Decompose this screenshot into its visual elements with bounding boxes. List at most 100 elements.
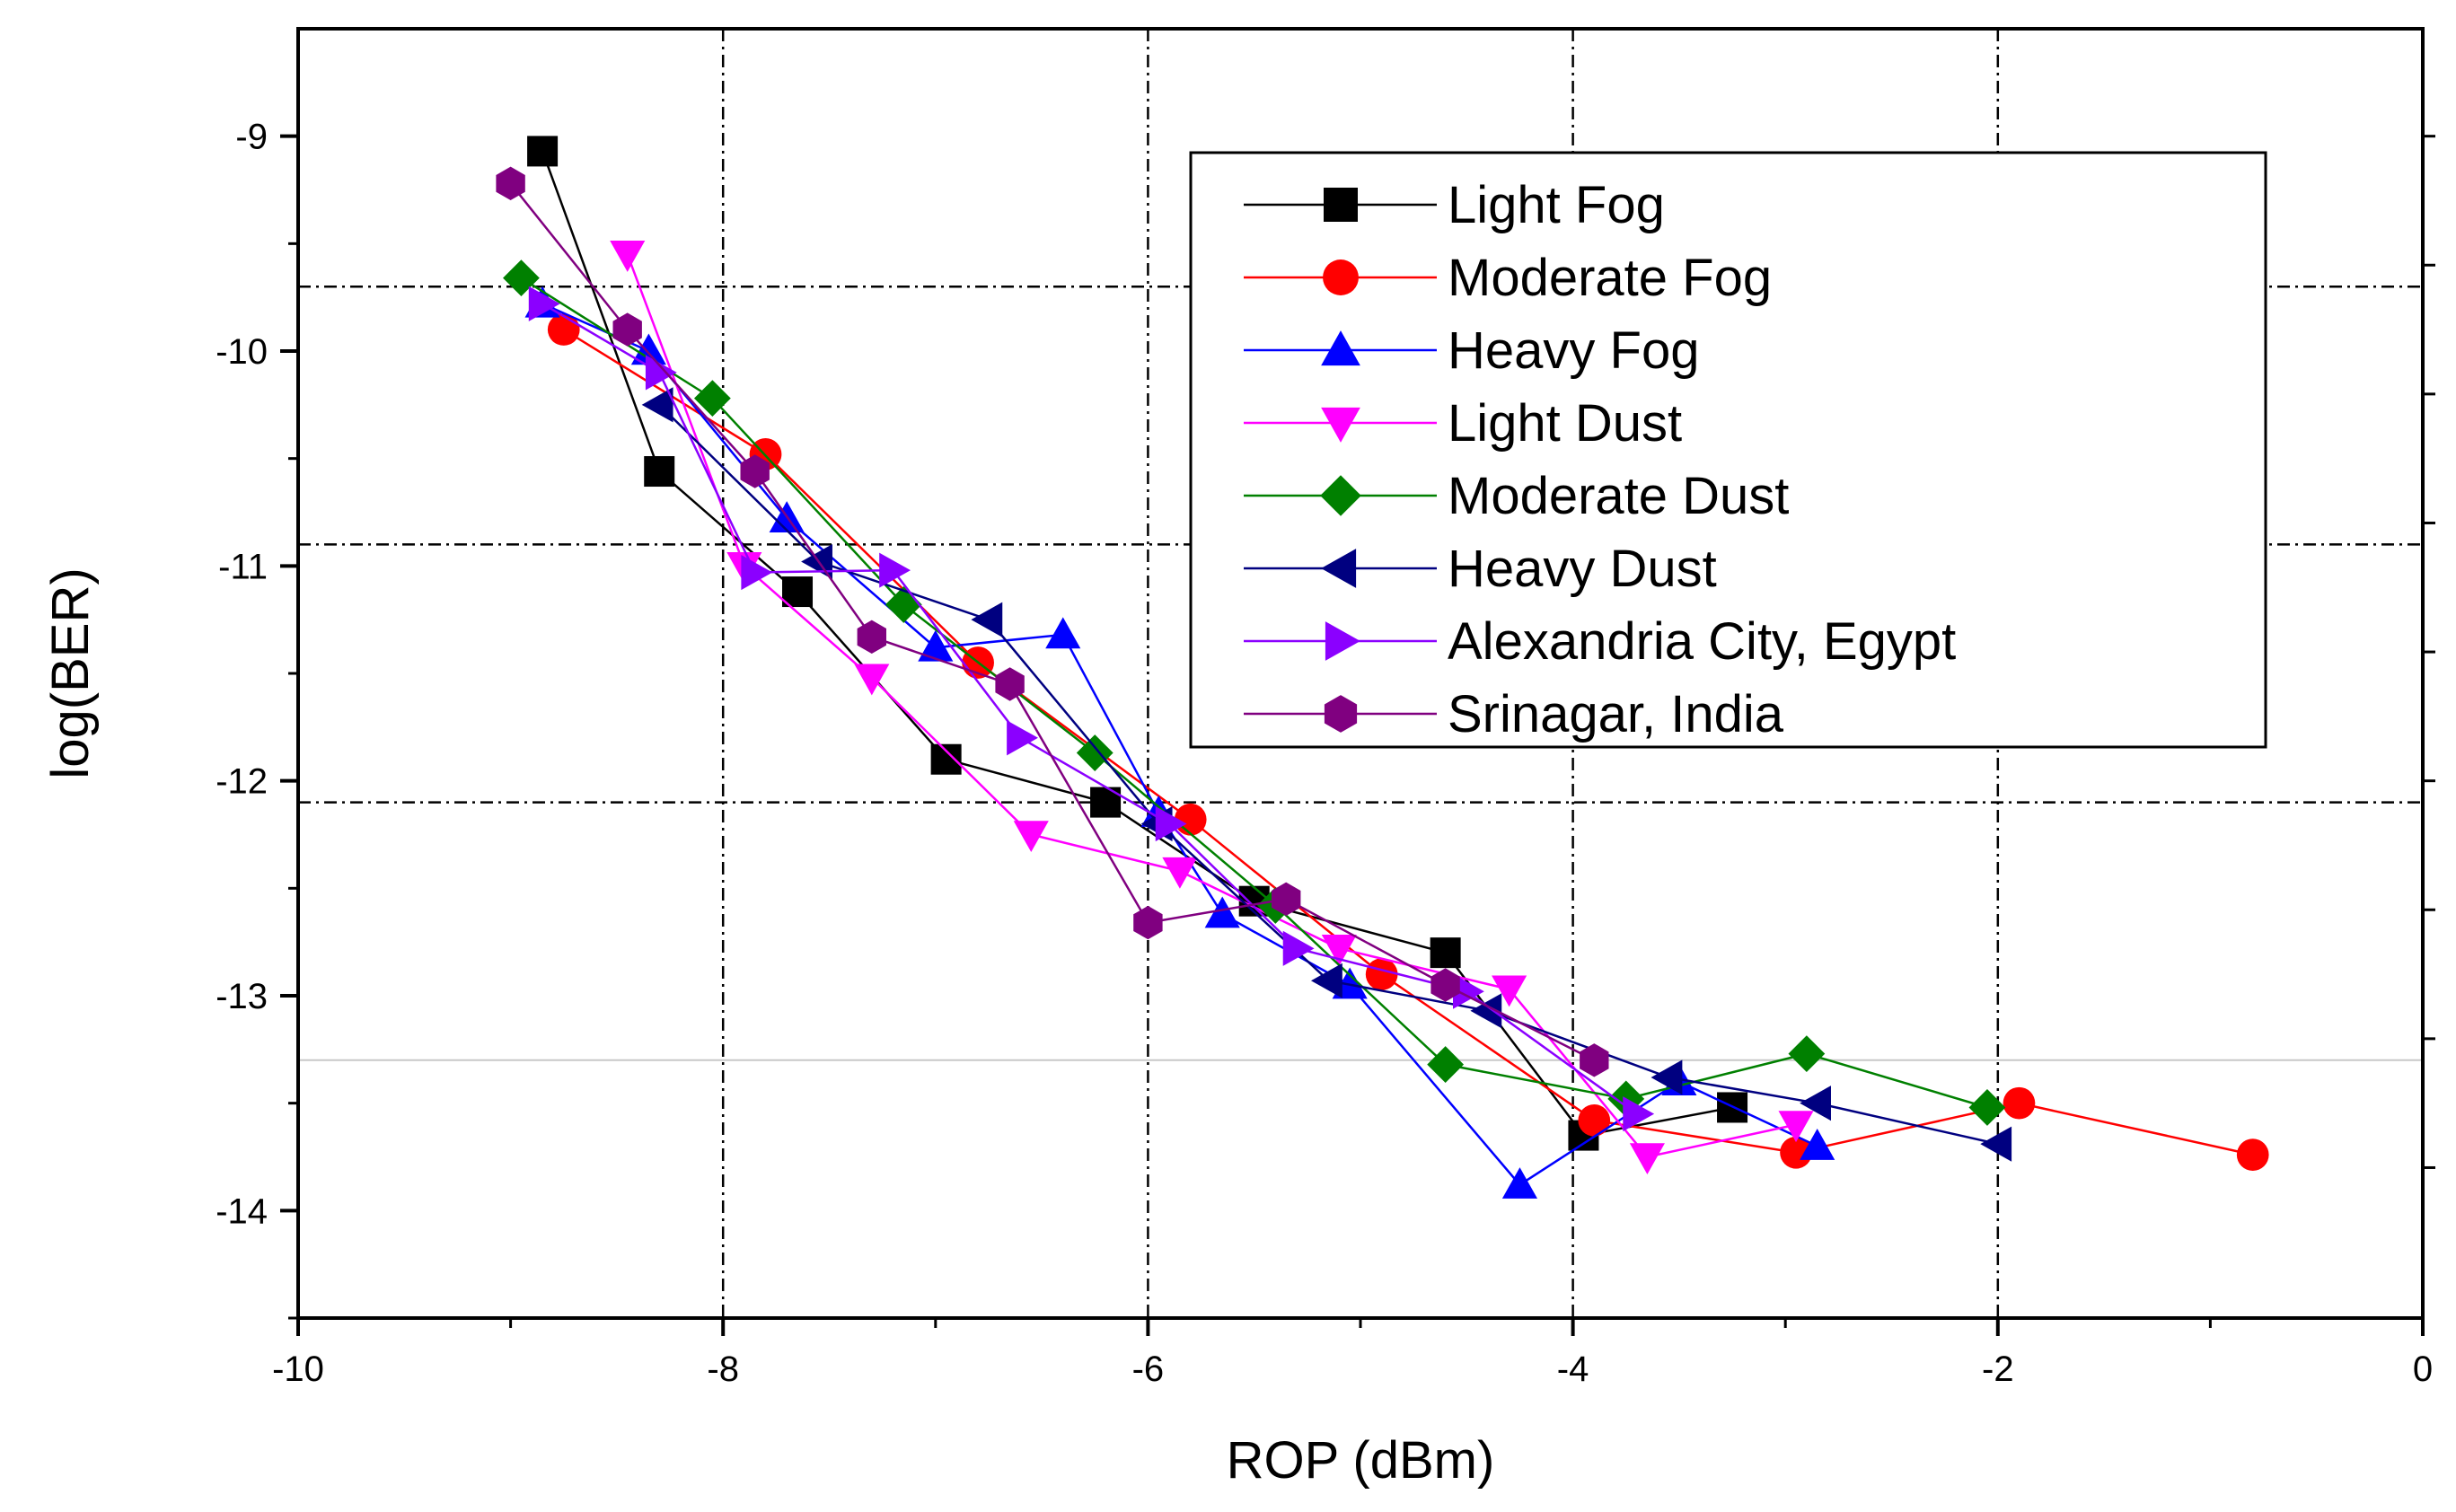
data-point bbox=[1430, 937, 1461, 969]
data-point bbox=[854, 664, 890, 696]
legend-label: Heavy Fog bbox=[1448, 321, 1699, 380]
data-point bbox=[1800, 1086, 1831, 1121]
data-point bbox=[857, 620, 886, 654]
data-point bbox=[1788, 1035, 1826, 1073]
data-point bbox=[641, 387, 673, 423]
legend-item: Heavy Fog bbox=[1244, 321, 1699, 380]
data-point bbox=[1629, 1143, 1665, 1175]
data-point bbox=[1282, 930, 1315, 966]
legend-label: Light Fog bbox=[1448, 176, 1665, 234]
legend-label: Srinagar, India bbox=[1448, 685, 1784, 743]
x-axis-title: ROP (dBm) bbox=[1227, 1431, 1495, 1490]
data-point bbox=[612, 312, 642, 347]
data-point bbox=[1174, 803, 1207, 836]
data-point bbox=[1800, 1128, 1835, 1160]
data-point bbox=[1204, 896, 1240, 928]
data-point bbox=[693, 380, 731, 418]
data-point bbox=[1133, 905, 1163, 940]
data-point bbox=[2236, 1138, 2269, 1171]
data-point bbox=[610, 241, 646, 272]
data-point bbox=[1162, 857, 1198, 889]
data-point bbox=[1453, 973, 1484, 1009]
data-point bbox=[1623, 1096, 1655, 1132]
series-alexandria-city-egypt bbox=[528, 286, 1655, 1132]
data-point bbox=[879, 552, 911, 588]
data-point bbox=[1778, 1111, 1814, 1143]
data-point bbox=[503, 259, 540, 297]
data-point bbox=[1321, 935, 1357, 966]
y-tick-label: -9 bbox=[235, 118, 268, 157]
y-tick-label: -11 bbox=[218, 547, 268, 586]
data-point bbox=[645, 355, 677, 391]
data-point bbox=[1427, 1046, 1465, 1083]
legend-marker bbox=[1320, 475, 1361, 516]
data-point bbox=[1470, 993, 1502, 1029]
data-point bbox=[496, 166, 525, 200]
legend-item: Moderate Fog bbox=[1244, 249, 1772, 307]
axes: -10 -8 -6 -4 -2 0 -9 -10 -11 -12 -13 -14 bbox=[216, 118, 2435, 1389]
legend-marker bbox=[1323, 259, 1359, 295]
data-point bbox=[1968, 1089, 2006, 1126]
data-point bbox=[1492, 975, 1527, 1007]
data-point bbox=[741, 554, 773, 591]
legend-box bbox=[1189, 151, 2267, 749]
x-tick-label: -8 bbox=[707, 1349, 739, 1389]
x-tick-label: 0 bbox=[2413, 1349, 2433, 1389]
legend-item: Srinagar, India bbox=[1244, 685, 1784, 743]
series-light-dust bbox=[610, 241, 1814, 1175]
legend: Light Fog Moderate Fog Heavy Fog Light Dust… bbox=[1189, 151, 2267, 749]
data-point bbox=[527, 136, 559, 167]
data-point bbox=[1155, 805, 1187, 842]
data-point bbox=[918, 629, 954, 662]
legend-label: Heavy Dust bbox=[1448, 540, 1717, 598]
legend-label: Moderate Fog bbox=[1448, 249, 1772, 307]
legend-item: Moderate Dust bbox=[1244, 467, 1789, 525]
series-layer bbox=[496, 136, 2269, 1199]
series-light-fog bbox=[527, 136, 1748, 1151]
y-tick-label: -12 bbox=[216, 762, 268, 802]
y-tick-label: -14 bbox=[216, 1191, 268, 1231]
data-point bbox=[1430, 968, 1460, 1002]
data-point bbox=[528, 286, 560, 321]
x-tick-label: -4 bbox=[1557, 1349, 1589, 1389]
legend-item: Heavy Dust bbox=[1244, 540, 1717, 598]
data-point bbox=[1580, 1043, 1609, 1077]
legend-item: Light Fog bbox=[1244, 176, 1665, 234]
data-point bbox=[1076, 734, 1114, 771]
y-tick-label: -10 bbox=[216, 332, 268, 372]
legend-label: Moderate Dust bbox=[1448, 467, 1789, 525]
series-srinagar-india bbox=[496, 166, 1609, 1077]
data-point bbox=[930, 743, 962, 775]
data-point bbox=[1090, 787, 1122, 818]
legend-marker bbox=[1321, 549, 1357, 588]
y-tick-label: -13 bbox=[216, 977, 268, 1016]
data-point bbox=[1007, 720, 1038, 756]
data-point bbox=[1365, 958, 1398, 990]
legend-item: Alexandria City, Egypt bbox=[1244, 612, 1956, 671]
legend-marker bbox=[1324, 188, 1358, 222]
legend-marker bbox=[1321, 330, 1360, 366]
data-point bbox=[1013, 821, 1049, 853]
data-point bbox=[1501, 1167, 1537, 1199]
data-point bbox=[1045, 617, 1081, 649]
legend-label: Light Dust bbox=[1448, 394, 1682, 453]
data-point bbox=[644, 456, 675, 488]
legend-marker bbox=[1321, 407, 1360, 443]
data-point bbox=[1980, 1126, 2012, 1162]
data-point bbox=[1272, 882, 1301, 916]
y-axis-title: log(BER) bbox=[41, 567, 100, 778]
legend-label: Alexandria City, Egypt bbox=[1448, 612, 1956, 671]
data-point bbox=[2003, 1086, 2036, 1120]
legend-item: Light Dust bbox=[1244, 394, 1682, 453]
data-point bbox=[1310, 963, 1342, 998]
data-point bbox=[630, 333, 666, 365]
data-point bbox=[1578, 1103, 1611, 1137]
data-point bbox=[1780, 1136, 1812, 1169]
x-tick-label: -10 bbox=[272, 1349, 324, 1389]
legend-marker bbox=[1325, 621, 1360, 661]
legend-marker bbox=[1324, 695, 1358, 733]
data-point bbox=[782, 576, 814, 608]
x-tick-label: -6 bbox=[1132, 1349, 1165, 1389]
x-tick-label: -2 bbox=[1982, 1349, 2014, 1389]
